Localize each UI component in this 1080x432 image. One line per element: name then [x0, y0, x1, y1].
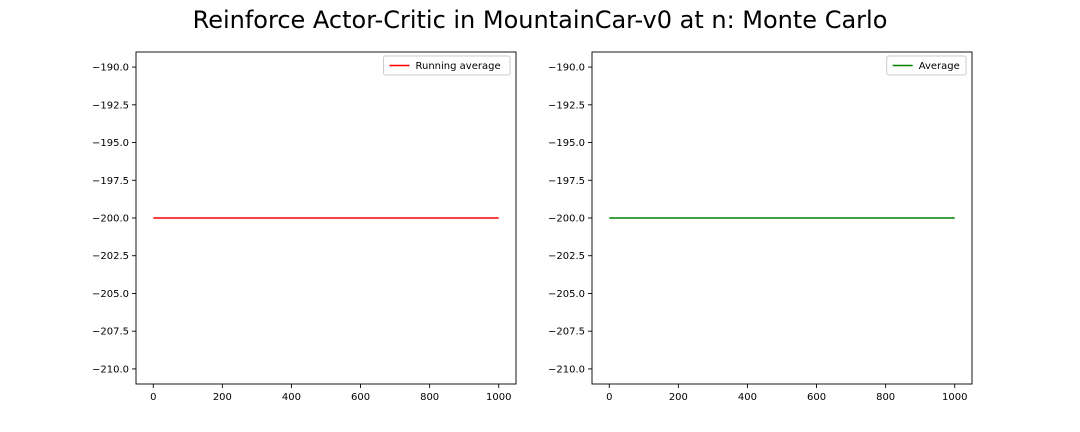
x-tick-label: 0: [606, 392, 612, 403]
x-tick-label: 1000: [486, 392, 511, 403]
y-tick-label: −205.0: [92, 289, 129, 300]
y-tick-label: −205.0: [548, 289, 585, 300]
x-tick-label: 200: [213, 392, 232, 403]
y-tick-label: −210.0: [92, 364, 129, 375]
y-tick-label: −192.5: [548, 100, 585, 111]
legend-box: [383, 55, 511, 76]
legend-label: Running average: [416, 61, 501, 72]
x-tick-label: 600: [807, 392, 826, 403]
y-tick-label: −210.0: [548, 364, 585, 375]
y-tick-label: −200.0: [92, 214, 129, 225]
legend: Running average: [383, 55, 511, 76]
y-tick-label: −202.5: [92, 251, 129, 262]
x-tick-label: 400: [738, 392, 757, 403]
chart-panel-1: 0 200 400 600 800 1000 −190.0 −192.5 −195.0 −197.…: [92, 51, 517, 403]
x-tick-label: 600: [351, 392, 370, 403]
y-tick-label: −195.0: [548, 138, 585, 149]
x-tick-label: 400: [282, 392, 301, 403]
y-tick-label: −202.5: [548, 251, 585, 262]
y-tick-label: −190.0: [92, 63, 129, 74]
legend-box: [886, 55, 967, 76]
x-tick-label: 0: [150, 392, 156, 403]
x-tick-label: 1000: [942, 392, 967, 403]
y-tick-label: −190.0: [548, 63, 585, 74]
x-tick-label: 800: [876, 392, 895, 403]
y-tick-label: −207.5: [548, 327, 585, 338]
y-tick-label: −195.0: [92, 138, 129, 149]
x-tick-label: 800: [420, 392, 439, 403]
y-tick-label: −207.5: [92, 327, 129, 338]
y-tick-label: −197.5: [92, 176, 129, 187]
y-tick-label: −197.5: [548, 176, 585, 187]
y-tick-label: −192.5: [92, 100, 129, 111]
chart-panel-2: 0 200 400 600 800 1000 −190.0 −192.5 −195.0 −197.…: [548, 51, 973, 403]
plot-panels: 0 200 400 600 800 1000 −190.0 −192.5 −195.0 −197.…: [92, 51, 973, 403]
x-tick-label: 200: [669, 392, 688, 403]
legend-label: Average: [919, 61, 960, 72]
legend: Average: [886, 55, 967, 76]
y-tick-label: −200.0: [548, 214, 585, 225]
figure-title: Reinforce Actor-Critic in MountainCar-v0…: [193, 6, 888, 34]
